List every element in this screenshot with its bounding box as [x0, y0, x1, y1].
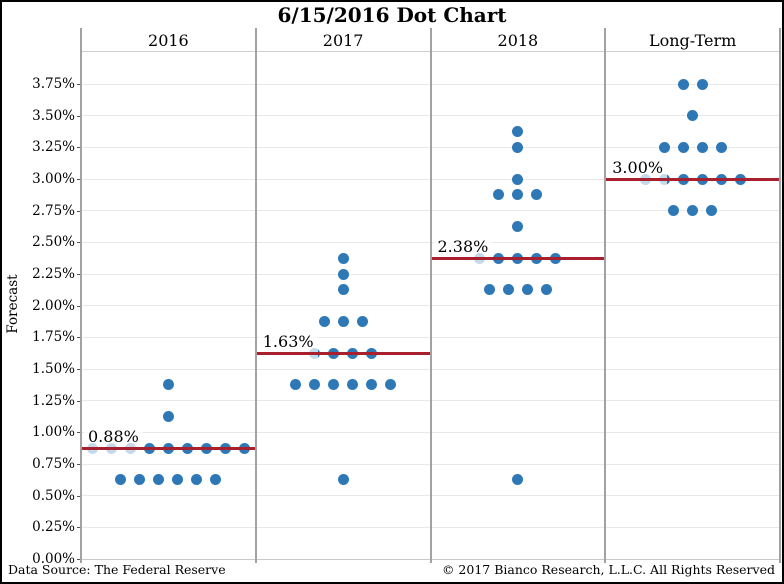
forecast-dot — [668, 205, 680, 217]
panel-header-2017: 2017 — [322, 31, 364, 50]
panel-header-long-term: Long-Term — [648, 31, 737, 50]
panel-separator — [604, 28, 607, 563]
forecast-dot — [337, 268, 349, 280]
panel-separator — [779, 28, 781, 563]
forecast-dot — [512, 189, 524, 201]
forecast-dot — [162, 379, 174, 391]
forecast-dot — [115, 474, 127, 486]
y-tick-mark — [77, 559, 81, 560]
y-tick-mark — [77, 495, 81, 497]
forecast-dot — [385, 379, 397, 391]
forecast-dot — [521, 284, 533, 296]
y-tick-mark — [77, 305, 81, 307]
forecast-dot — [172, 474, 184, 486]
y-tick-label: 0.00% — [32, 551, 75, 567]
forecast-dot — [658, 141, 670, 153]
y-tick-label: 1.75% — [32, 329, 75, 346]
panel-header-2018: 2018 — [497, 31, 539, 50]
y-tick-mark — [77, 369, 81, 370]
forecast-dot — [191, 474, 203, 486]
y-tick-mark — [77, 527, 81, 529]
forecast-dot — [512, 221, 524, 232]
forecast-dot — [134, 474, 146, 486]
y-tick-label: 1.50% — [32, 361, 75, 377]
forecast-dot — [696, 78, 708, 90]
median-label: 0.88% — [84, 427, 143, 455]
forecast-dot — [337, 284, 349, 296]
forecast-dot — [309, 379, 321, 391]
forecast-dot — [483, 284, 495, 296]
forecast-dot — [687, 205, 699, 217]
panel-separator — [80, 28, 82, 563]
y-tick-mark — [77, 179, 81, 180]
y-tick-mark — [77, 210, 81, 212]
forecast-dot — [512, 141, 524, 153]
forecast-dot — [531, 189, 543, 201]
footer-source: Data Source: The Federal Reserve — [8, 562, 226, 577]
forecast-dot — [337, 252, 349, 264]
forecast-dot — [512, 173, 524, 185]
y-tick-label: 1.00% — [32, 424, 75, 441]
median-line — [605, 177, 780, 181]
y-tick-label: 0.25% — [32, 519, 75, 536]
panel-header-2016: 2016 — [148, 31, 189, 50]
panel-separator — [429, 28, 432, 563]
y-tick-label: 2.00% — [32, 297, 75, 314]
forecast-dot — [540, 284, 552, 296]
forecast-dot — [162, 411, 174, 422]
y-tick-label: 3.00% — [32, 171, 75, 187]
median-line — [255, 351, 431, 355]
forecast-dot — [337, 474, 349, 486]
y-tick-mark — [77, 147, 81, 149]
forecast-dot — [715, 141, 727, 153]
median-line — [81, 446, 256, 450]
forecast-dot — [677, 141, 689, 153]
y-tick-mark — [77, 115, 81, 117]
y-tick-label: 2.50% — [32, 234, 75, 251]
y-tick-label: 2.25% — [32, 266, 75, 282]
y-tick-mark — [77, 274, 81, 275]
panel-separator — [254, 28, 257, 563]
forecast-dot — [337, 316, 349, 327]
y-tick-label: 0.75% — [32, 456, 75, 472]
forecast-dot — [366, 379, 378, 391]
y-tick-mark — [77, 84, 81, 85]
forecast-dot — [356, 316, 368, 327]
forecast-dot — [706, 205, 718, 217]
forecast-dot — [696, 141, 708, 153]
forecast-dot — [512, 126, 524, 137]
y-tick-label: 3.50% — [32, 107, 75, 124]
chart-title: 6/15/2016 Dot Chart — [277, 3, 507, 27]
forecast-dot — [153, 474, 165, 486]
forecast-dot — [328, 379, 340, 391]
median-line — [430, 256, 606, 260]
y-tick-label: 3.75% — [32, 76, 75, 92]
forecast-dot — [347, 379, 359, 391]
y-tick-mark — [77, 432, 81, 434]
forecast-dot — [687, 110, 699, 122]
y-tick-label: 2.75% — [32, 202, 75, 219]
y-tick-mark — [77, 464, 81, 465]
median-label: 2.38% — [433, 237, 493, 265]
y-tick-label: 1.25% — [32, 392, 75, 409]
forecast-dot — [502, 284, 514, 296]
y-tick-mark — [77, 337, 81, 339]
median-label: 1.63% — [258, 332, 318, 360]
forecast-dot — [318, 316, 330, 327]
y-tick-label: 0.50% — [32, 487, 75, 504]
y-tick-mark — [77, 400, 81, 402]
forecast-dot — [290, 379, 302, 391]
forecast-dot — [512, 474, 524, 486]
forecast-dot — [210, 474, 222, 486]
y-tick-label: 3.25% — [32, 139, 75, 156]
forecast-dot — [677, 78, 689, 90]
median-label: 3.00% — [608, 158, 668, 185]
footer-copyright: © 2017 Bianco Research, L.L.C. All Right… — [441, 562, 775, 577]
forecast-dot — [493, 189, 505, 201]
y-tick-mark — [77, 242, 81, 244]
